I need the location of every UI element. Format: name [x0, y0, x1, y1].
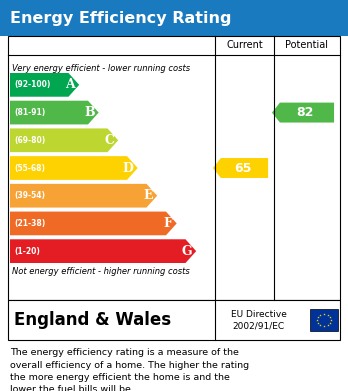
Text: (81-91): (81-91): [14, 108, 45, 117]
Polygon shape: [213, 158, 268, 178]
Text: 82: 82: [296, 106, 314, 119]
Text: (92-100): (92-100): [14, 81, 50, 90]
Text: D: D: [123, 161, 134, 174]
Text: A: A: [65, 78, 75, 91]
Text: E: E: [144, 189, 153, 202]
Text: (21-38): (21-38): [14, 219, 45, 228]
Text: B: B: [84, 106, 95, 119]
Polygon shape: [10, 212, 177, 235]
Text: (1-20): (1-20): [14, 247, 40, 256]
Polygon shape: [272, 102, 334, 122]
Text: England & Wales: England & Wales: [14, 311, 171, 329]
Text: C: C: [104, 134, 114, 147]
Text: Very energy efficient - lower running costs: Very energy efficient - lower running co…: [12, 64, 190, 73]
Polygon shape: [10, 156, 138, 180]
Text: Potential: Potential: [285, 41, 329, 50]
Bar: [8, 300, 340, 340]
Text: Energy Efficiency Rating: Energy Efficiency Rating: [10, 11, 231, 25]
Text: (69-80): (69-80): [14, 136, 45, 145]
Text: EU Directive
2002/91/EC: EU Directive 2002/91/EC: [231, 310, 287, 330]
Text: Current: Current: [226, 41, 263, 50]
Polygon shape: [10, 184, 157, 208]
Text: (39-54): (39-54): [14, 191, 45, 200]
Bar: [310, 309, 338, 331]
Polygon shape: [10, 128, 118, 152]
Bar: [0, 0, 348, 36]
Text: The energy efficiency rating is a measure of the
overall efficiency of a home. T: The energy efficiency rating is a measur…: [10, 348, 249, 391]
Bar: [8, 36, 340, 300]
Text: F: F: [164, 217, 173, 230]
Polygon shape: [10, 73, 79, 97]
Text: (55-68): (55-68): [14, 163, 45, 172]
Polygon shape: [10, 239, 196, 263]
Text: G: G: [182, 245, 192, 258]
Text: 65: 65: [234, 161, 251, 174]
Text: Not energy efficient - higher running costs: Not energy efficient - higher running co…: [12, 267, 190, 276]
Polygon shape: [10, 101, 99, 124]
